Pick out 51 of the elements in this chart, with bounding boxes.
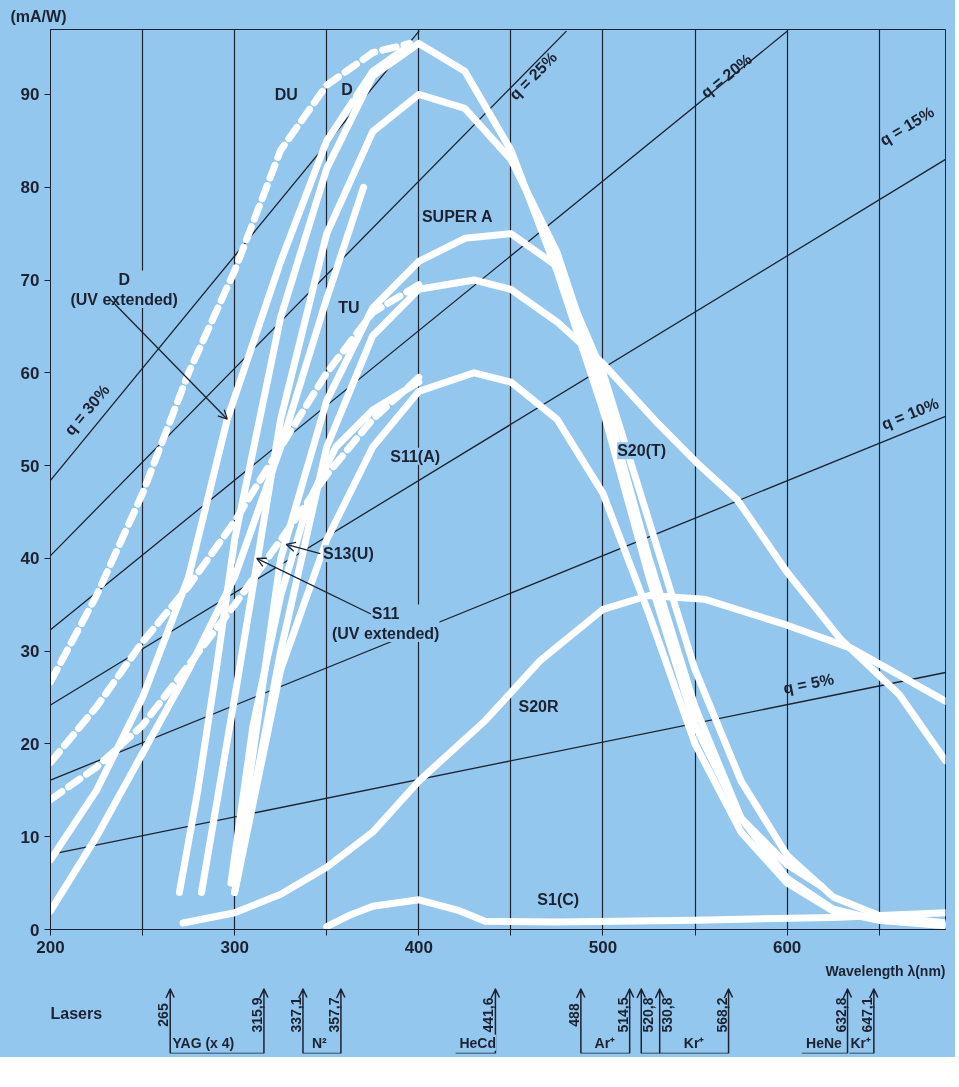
- text: 514,5: [614, 997, 631, 1033]
- text: 265: [155, 1003, 172, 1027]
- annotation: q = 10%: [878, 394, 941, 433]
- annotation: S11 (UV extended): [331, 604, 440, 643]
- annotation: DU: [274, 85, 298, 103]
- text: Kr⁺: [683, 1034, 705, 1051]
- y-tick-label: 40: [20, 549, 40, 569]
- y-tick-label: 90: [20, 85, 40, 105]
- x-tick-label: 200: [36, 937, 65, 957]
- annotation: TU: [338, 299, 360, 317]
- x-tick-label: 400: [404, 937, 434, 957]
- annotation: S13(U): [323, 545, 374, 563]
- annotation: D: [341, 81, 353, 99]
- y-axis-title: (mA/W): [10, 7, 67, 25]
- text: Kr⁺: [850, 1034, 872, 1051]
- text: 315,9: [248, 997, 265, 1033]
- y-tick-label: 10: [20, 827, 40, 847]
- y-tick-label: 70: [20, 271, 40, 291]
- y-tick-label: 80: [20, 178, 40, 198]
- text: 337,1: [287, 997, 304, 1033]
- annotation: S11(A): [390, 447, 441, 465]
- text: Ar⁺: [594, 1034, 616, 1051]
- y-tick-label: 50: [20, 456, 40, 476]
- text: 568,2: [713, 997, 730, 1033]
- text: 647,1: [858, 997, 875, 1033]
- text: 632,8: [832, 997, 849, 1033]
- text: 520,8: [640, 997, 657, 1033]
- x-tick-label: 600: [772, 937, 802, 957]
- y-tick-label: 20: [20, 734, 40, 754]
- annotation: D (UV extended): [70, 270, 178, 308]
- annotation: q = 20%: [697, 50, 756, 102]
- y-tick-label: 0: [30, 920, 40, 940]
- text: Lasers: [50, 1005, 103, 1022]
- annotation: q = 15%: [876, 103, 937, 149]
- y-tick-label: 60: [20, 363, 40, 383]
- text: HeNe: [806, 1034, 843, 1051]
- annotation: S20(T): [617, 442, 667, 460]
- text: 530,8: [658, 997, 675, 1033]
- y-tick-label: 30: [20, 642, 40, 662]
- annotation: S20R: [518, 698, 559, 716]
- text: 441,6: [480, 997, 497, 1033]
- x-axis-title: Wavelength λ(nm): [825, 962, 946, 979]
- text: 488: [565, 1003, 582, 1027]
- x-tick-label: 500: [588, 937, 618, 957]
- annotation: SUPER A: [421, 208, 493, 226]
- text: 357,7: [325, 997, 342, 1033]
- annotation: S1(C): [537, 891, 580, 909]
- text: N²: [311, 1034, 328, 1051]
- x-tick-label: 300: [220, 937, 249, 957]
- text: YAG (x 4): [172, 1034, 235, 1051]
- text: HeCd: [459, 1034, 497, 1051]
